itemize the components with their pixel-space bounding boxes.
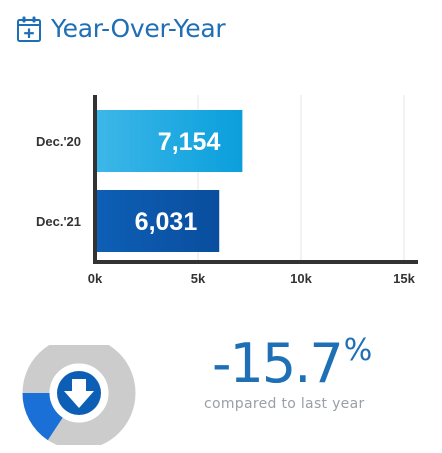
bar-value-label: 6,031 (135, 208, 198, 236)
change-percentage: -15.7 % (212, 332, 372, 396)
widget-header: Year-Over-Year (16, 14, 226, 43)
change-donut (22, 345, 136, 445)
change-unit: % (343, 333, 373, 368)
x-tick-label: 15k (393, 271, 415, 286)
category-label: Dec.'20 (36, 134, 81, 149)
bar (95, 190, 220, 252)
calendar-plus-icon (17, 16, 41, 42)
x-tick-label: 0k (88, 271, 103, 286)
bar (95, 110, 243, 172)
widget-title: Year-Over-Year (51, 14, 226, 43)
change-caption: compared to last year (204, 396, 365, 412)
year-over-year-bar-chart: Dec.'20 Dec.'21 7,154 6,031 0k 5k 10k 15k (36, 95, 418, 286)
category-label: Dec.'21 (36, 214, 81, 229)
bar-value-label: 7,154 (158, 128, 221, 156)
arrow-down-icon (57, 371, 101, 415)
x-tick-label: 10k (290, 271, 312, 286)
change-value: -15.7 (212, 332, 344, 395)
x-tick-label: 5k (191, 271, 206, 286)
